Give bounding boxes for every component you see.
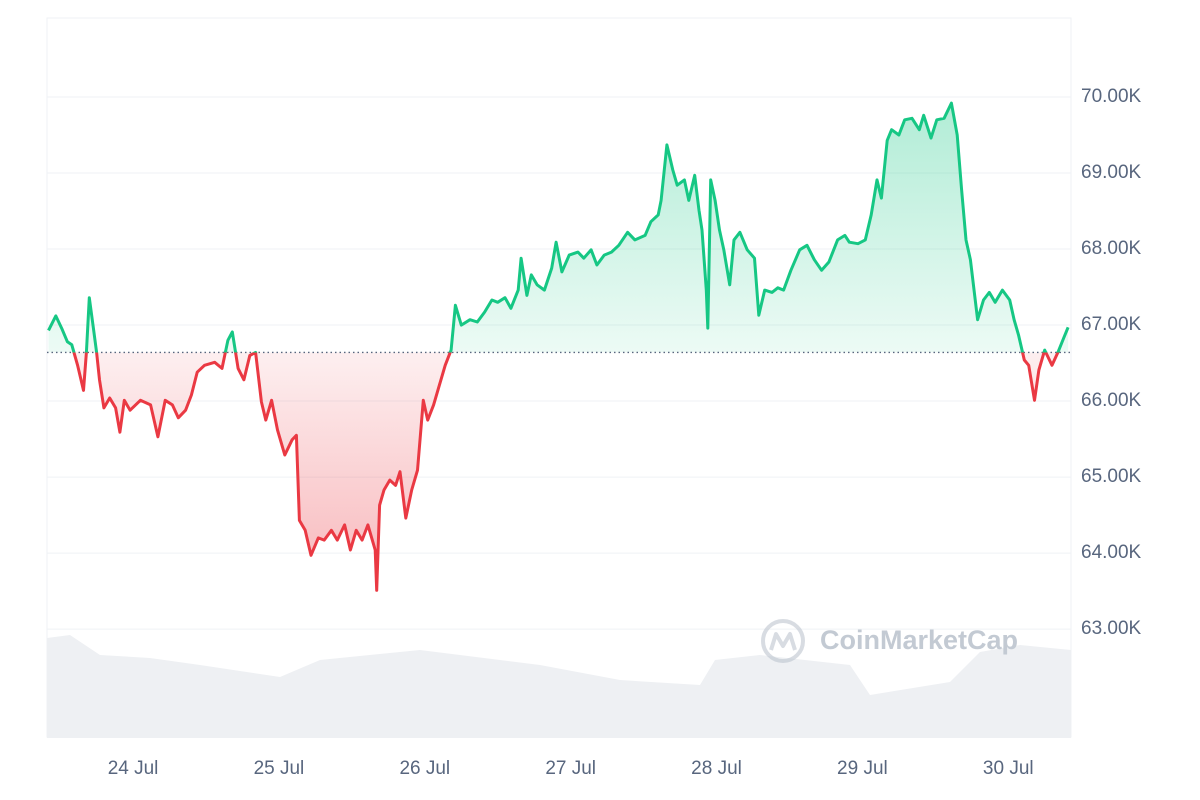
watermark: CoinMarketCap xyxy=(820,625,1018,655)
watermark-logo xyxy=(761,619,805,663)
y-tick-label: 68.00K xyxy=(1081,238,1142,259)
x-tick-label: 27 Jul xyxy=(545,758,596,779)
price-area xyxy=(48,103,1069,591)
y-tick-label: 66.00K xyxy=(1081,390,1142,411)
x-tick-label: 25 Jul xyxy=(254,758,305,779)
y-tick-label: 70.00K xyxy=(1081,86,1142,107)
y-tick-label: 69.00K xyxy=(1081,162,1142,183)
y-tick-label: 65.00K xyxy=(1081,466,1142,487)
y-tick-label: 63.00K xyxy=(1081,618,1142,639)
plot xyxy=(47,101,1071,592)
volume-area xyxy=(47,635,1071,738)
x-tick-label: 29 Jul xyxy=(837,758,888,779)
x-tick-label: 26 Jul xyxy=(399,758,450,779)
x-tick-label: 30 Jul xyxy=(983,758,1034,779)
x-tick-label: 24 Jul xyxy=(108,758,159,779)
price-line xyxy=(47,101,1070,592)
y-tick-label: 67.00K xyxy=(1081,314,1142,335)
y-tick-label: 64.00K xyxy=(1081,542,1142,563)
x-tick-label: 28 Jul xyxy=(691,758,742,779)
